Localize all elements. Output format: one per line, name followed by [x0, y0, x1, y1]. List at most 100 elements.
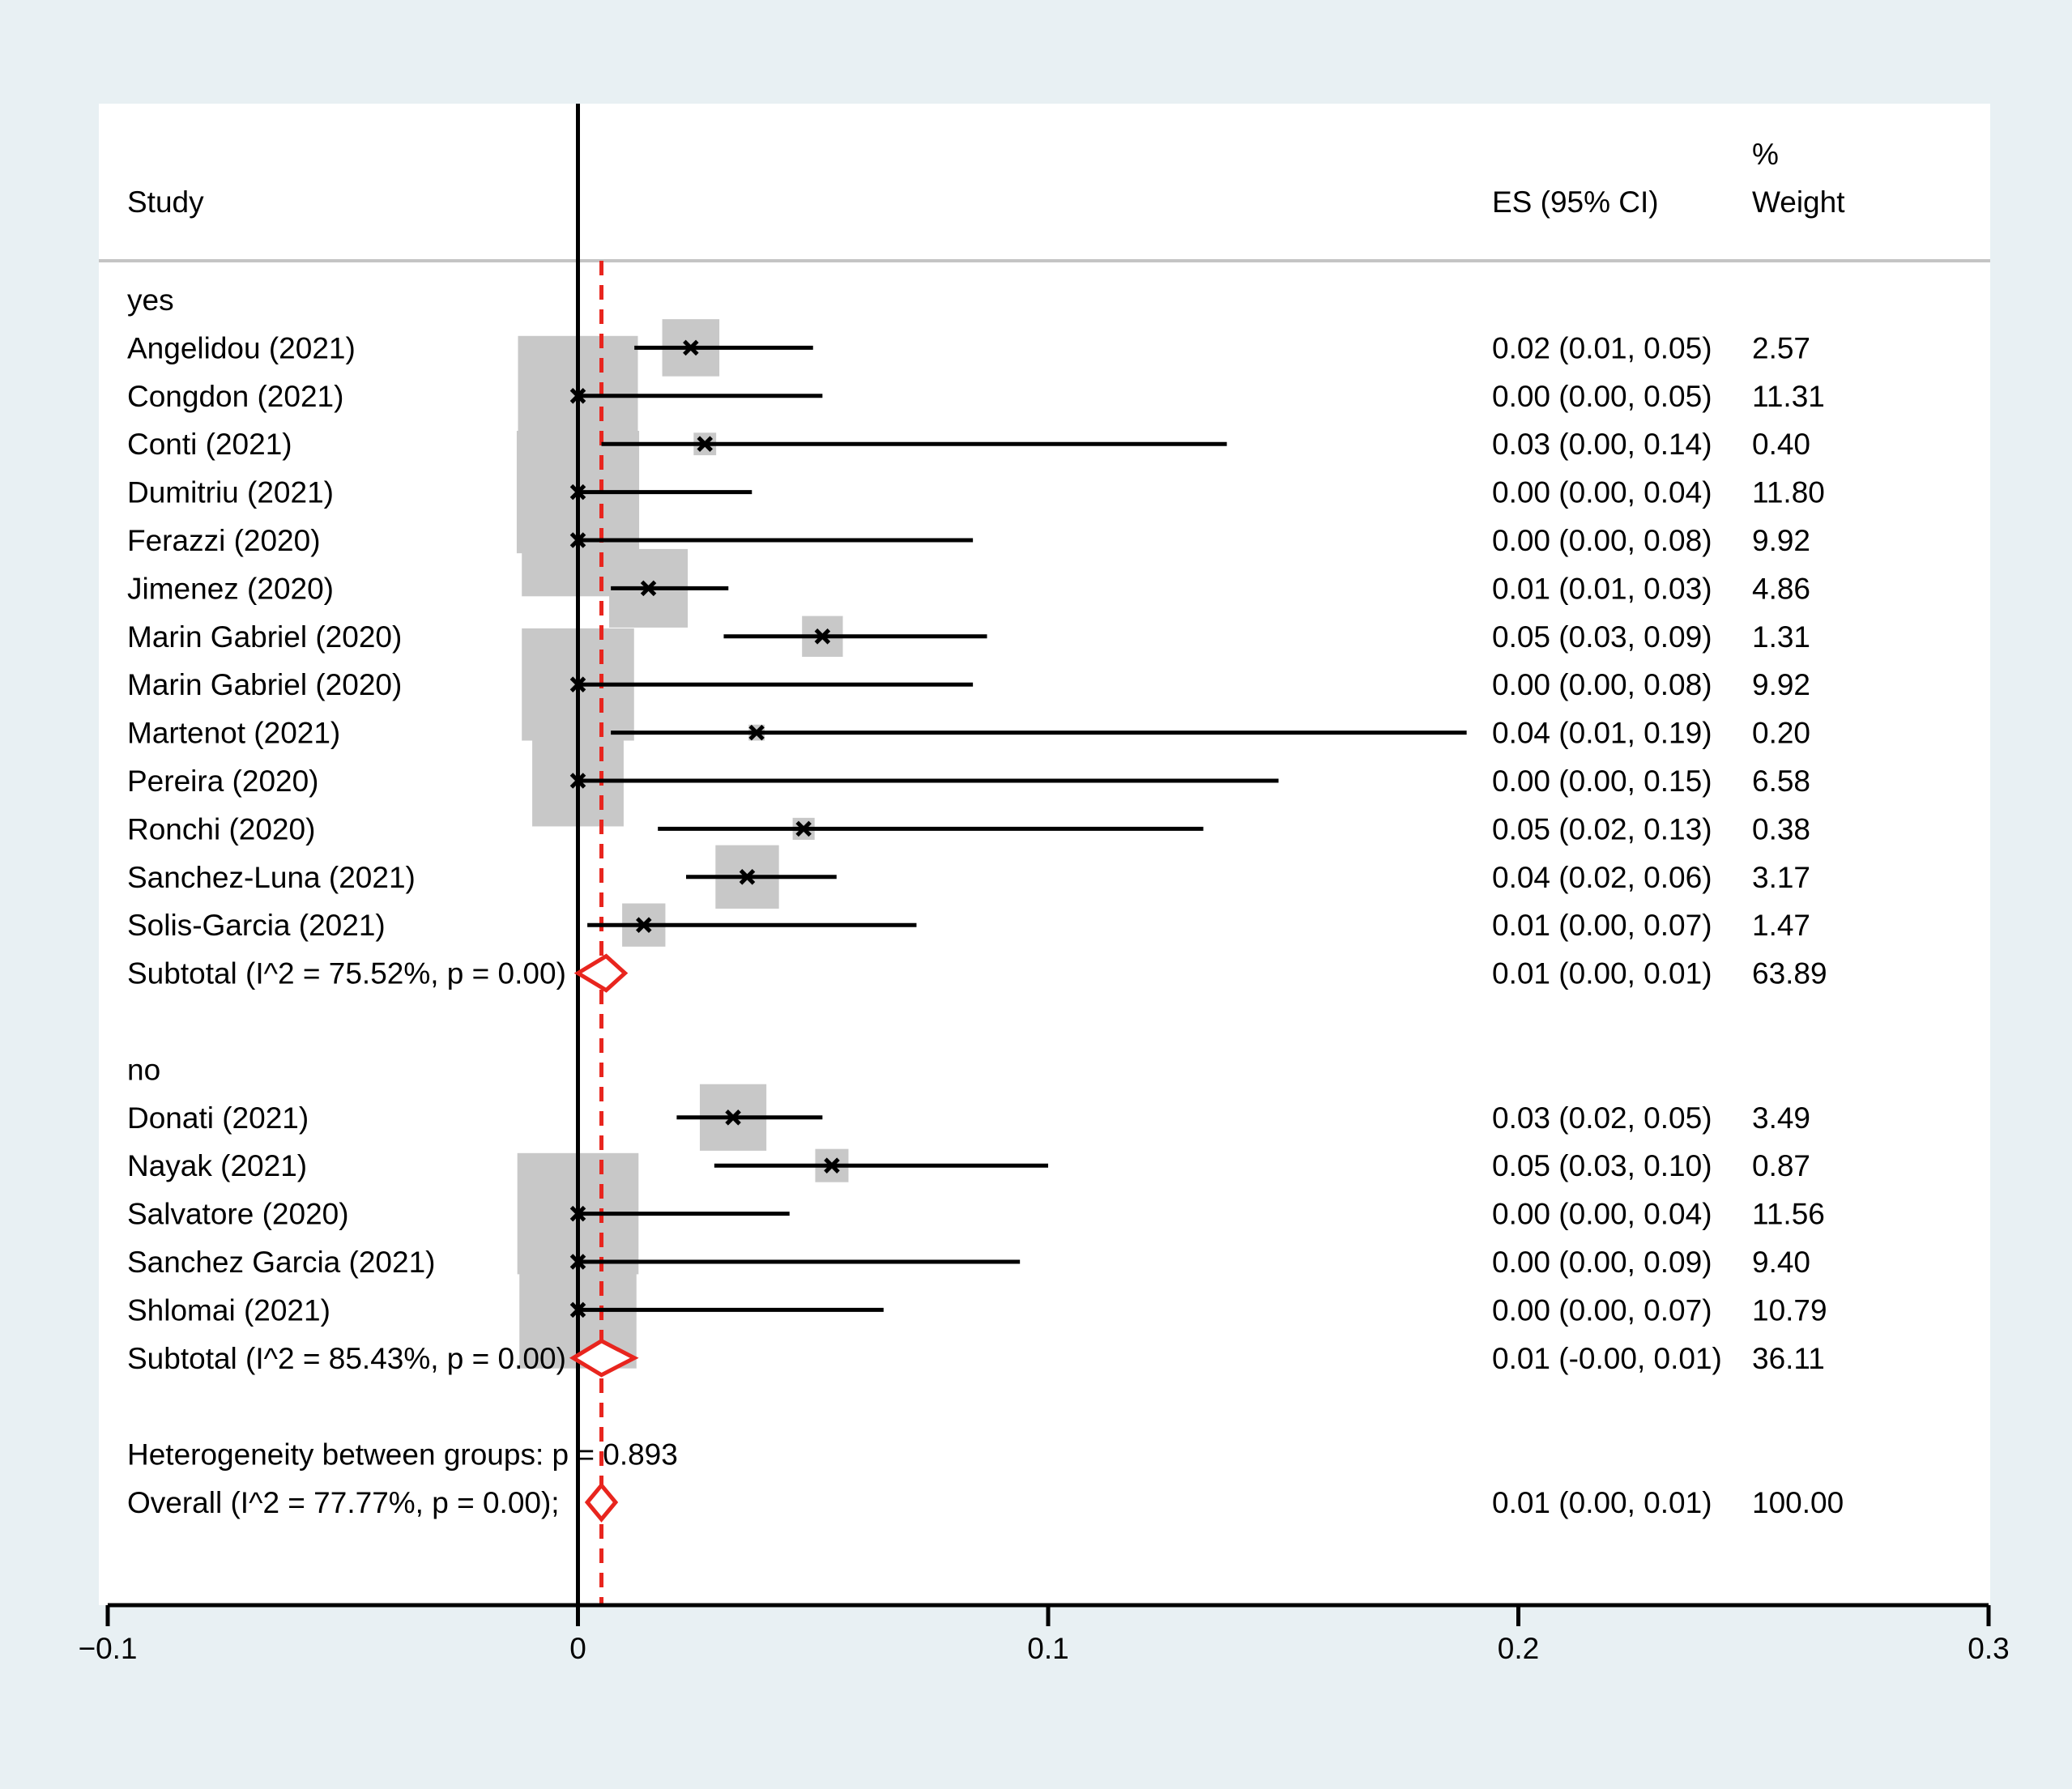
study-name: Donati (2021) [127, 1101, 309, 1135]
study-weight: 11.31 [1752, 380, 1825, 413]
study-weight: 9.92 [1752, 524, 1810, 557]
study-name: Shlomai (2021) [127, 1293, 330, 1327]
subtotal-label: Subtotal (I^2 = 85.43%, p = 0.00) [127, 1342, 566, 1375]
study-es-ci: 0.00 (0.00, 0.15) [1492, 765, 1712, 798]
study-name: Angelidou (2021) [127, 331, 356, 364]
study-weight: 6.58 [1752, 765, 1810, 798]
study-name: Ferazzi (2020) [127, 524, 321, 557]
study-weight: 3.49 [1752, 1101, 1810, 1135]
pooled-diamonds [569, 953, 639, 1523]
study-es-ci: 0.04 (0.01, 0.19) [1492, 717, 1712, 750]
study-weight: 11.56 [1752, 1198, 1825, 1231]
study-es-ci: 0.03 (0.02, 0.05) [1492, 1101, 1712, 1135]
point-estimate-marker [725, 1110, 741, 1126]
study-name: Solis-Garcia (2021) [127, 909, 386, 942]
x-tick-label: 0.1 [1027, 1632, 1068, 1665]
study-name: Jimenez (2020) [127, 572, 334, 605]
point-estimate-marker [795, 820, 812, 837]
plot-background [99, 104, 1990, 1605]
study-name: Ronchi (2020) [127, 812, 315, 846]
subtotal-weight: 63.89 [1752, 957, 1827, 990]
point-estimate-marker [824, 1157, 840, 1173]
study-weight: 11.80 [1752, 476, 1825, 509]
heterogeneity-text: Heterogeneity between groups: p = 0.893 [127, 1438, 678, 1472]
overall-diamond [584, 1482, 619, 1523]
point-estimate-marker [814, 628, 831, 645]
study-es-ci: 0.00 (0.00, 0.09) [1492, 1246, 1712, 1279]
study-name: Dumitriu (2021) [127, 476, 334, 509]
study-name: Sanchez-Luna (2021) [127, 861, 416, 894]
study-weight: 0.38 [1752, 812, 1810, 846]
point-estimate-marker [636, 917, 652, 933]
study-weight: 3.17 [1752, 861, 1810, 894]
x-tick-label: −0.1 [78, 1632, 137, 1665]
study-weight: 10.79 [1752, 1293, 1827, 1327]
point-estimate-marker [569, 388, 586, 404]
study-es-ci: 0.04 (0.02, 0.06) [1492, 861, 1712, 894]
study-es-ci: 0.05 (0.03, 0.09) [1492, 620, 1712, 654]
header-study: Study [127, 185, 204, 219]
study-name: Congdon (2021) [127, 380, 343, 413]
study-weight: 1.47 [1752, 909, 1810, 942]
header-es: ES (95% CI) [1492, 185, 1659, 219]
overall-label: Overall (I^2 = 77.77%, p = 0.00); [127, 1486, 560, 1519]
overall-es-ci: 0.01 (0.00, 0.01) [1492, 1486, 1712, 1519]
subtotal-es-ci: 0.01 (-0.00, 0.01) [1492, 1342, 1722, 1375]
x-tick-label: 0.3 [1968, 1632, 2009, 1665]
study-weight: 0.40 [1752, 428, 1810, 461]
study-weight: 1.31 [1752, 620, 1810, 654]
study-name: Nayak (2021) [127, 1149, 307, 1182]
subtotal-diamond [569, 1338, 639, 1378]
study-es-ci: 0.00 (0.00, 0.07) [1492, 1293, 1712, 1327]
x-tick-label: 0.2 [1498, 1632, 1539, 1665]
point-estimate-marker [569, 1205, 586, 1222]
ci-and-point-marks [569, 339, 1467, 1318]
study-es-ci: 0.05 (0.02, 0.13) [1492, 812, 1712, 846]
study-name: Martenot (2021) [127, 717, 340, 750]
subtotal-diamond [573, 953, 629, 993]
study-es-ci: 0.00 (0.00, 0.05) [1492, 380, 1712, 413]
study-weight: 2.57 [1752, 331, 1810, 364]
study-es-ci: 0.01 (0.01, 0.03) [1492, 572, 1712, 605]
study-es-ci: 0.01 (0.00, 0.07) [1492, 909, 1712, 942]
row-text: yes Angelidou (2021) 0.02 (0.01, 0.05) 2.57… [127, 283, 1844, 1519]
point-estimate-marker [640, 580, 657, 597]
header-weight-percent: % [1752, 138, 1779, 171]
group-label-yes: yes [127, 283, 174, 317]
study-name: Pereira (2020) [127, 765, 319, 798]
subtotal-label: Subtotal (I^2 = 75.52%, p = 0.00) [127, 957, 566, 990]
study-es-ci: 0.05 (0.03, 0.10) [1492, 1149, 1712, 1182]
point-estimate-marker [683, 339, 699, 356]
group-label-no: no [127, 1053, 160, 1086]
subtotal-es-ci: 0.01 (0.00, 0.01) [1492, 957, 1712, 990]
point-estimate-marker [697, 436, 714, 452]
study-name: Marin Gabriel (2020) [127, 668, 402, 701]
point-estimate-marker [569, 532, 586, 548]
study-weight: 4.86 [1752, 572, 1810, 605]
point-estimate-marker [569, 1301, 586, 1318]
study-es-ci: 0.00 (0.00, 0.08) [1492, 524, 1712, 557]
study-name: Marin Gabriel (2020) [127, 620, 402, 654]
study-weight: 0.20 [1752, 717, 1810, 750]
point-estimate-marker [748, 724, 765, 741]
study-es-ci: 0.00 (0.00, 0.04) [1492, 476, 1712, 509]
point-estimate-marker [569, 773, 586, 789]
study-weight: 9.92 [1752, 668, 1810, 701]
point-estimate-marker [569, 483, 586, 500]
x-axis: −0.1 0 0.1 0.2 0.3 [78, 1603, 2010, 1665]
study-es-ci: 0.03 (0.00, 0.14) [1492, 428, 1712, 461]
study-weight: 9.40 [1752, 1246, 1810, 1279]
overall-weight: 100.00 [1752, 1486, 1844, 1519]
point-estimate-marker [569, 676, 586, 692]
header-weight: Weight [1752, 185, 1845, 219]
study-es-ci: 0.02 (0.01, 0.05) [1492, 331, 1712, 364]
study-name: Sanchez Garcia (2021) [127, 1246, 435, 1279]
point-estimate-marker [739, 869, 756, 885]
x-tick-label: 0 [569, 1632, 586, 1665]
subtotal-weight: 36.11 [1752, 1342, 1825, 1375]
study-name: Conti (2021) [127, 428, 292, 461]
study-es-ci: 0.00 (0.00, 0.04) [1492, 1198, 1712, 1231]
study-weight: 0.87 [1752, 1149, 1810, 1182]
header-row: Study ES (95% CI) % Weight [127, 138, 1845, 219]
